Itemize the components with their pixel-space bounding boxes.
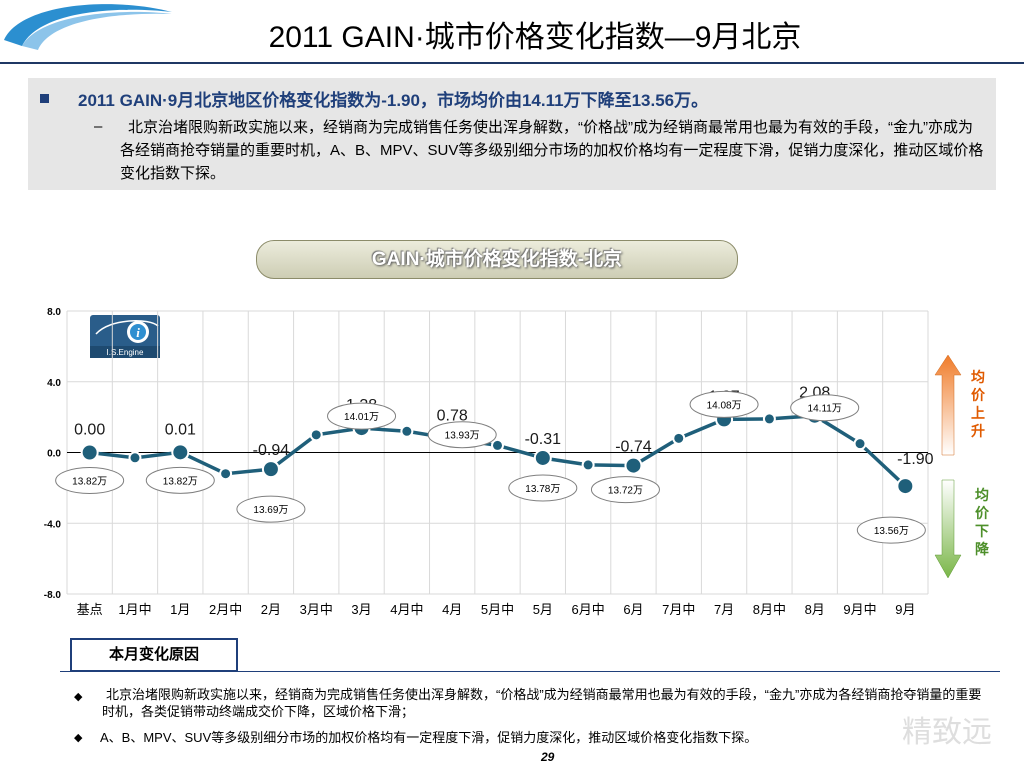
x-tick-label: 6月 <box>623 602 643 617</box>
data-point <box>400 424 414 438</box>
data-value-label: -0.31 <box>525 431 562 448</box>
price-up-label: 均价上升 <box>971 369 986 439</box>
x-tick-label: 1月中 <box>118 602 151 617</box>
price-callout <box>55 467 125 494</box>
price-callout <box>327 402 397 430</box>
summary-box <box>28 78 996 190</box>
summary-headline: 2011 GAIN·9月北京地区价格变化指数为-1.90，市场均价由14.11万… <box>78 91 709 110</box>
reason-item-2: A、B、MPV、SUV等多级别细分市场的加权价格均有一定程度下滑，促销力度深化，… <box>100 730 758 745</box>
data-point <box>672 431 686 445</box>
reason-divider <box>60 671 1000 672</box>
data-point <box>624 456 643 475</box>
x-tick-label: 3月 <box>351 602 371 617</box>
price-down-label: 均价下降 <box>975 487 990 557</box>
reason-heading: 本月变化原因 <box>70 638 238 672</box>
price-callout-label: 14.08万 <box>707 400 742 411</box>
data-point <box>533 448 552 467</box>
x-tick-label: 5月中 <box>481 602 514 617</box>
y-tick-label: -4.0 <box>44 519 62 530</box>
price-callout <box>427 421 497 449</box>
diamond-bullet-icon: ◆ <box>74 732 83 744</box>
x-tick-label: 3月中 <box>300 602 333 617</box>
x-tick-label: 4月 <box>442 602 462 617</box>
data-point <box>219 467 233 481</box>
x-tick-label: 4月中 <box>390 602 423 617</box>
svg-text:i: i <box>136 325 140 340</box>
reason-item-1: 北京治堵限购新政实施以来，经销商为完成销售任务使出浑身解数，“价格战”成为经销商… <box>102 687 982 719</box>
price-callout-label: 14.11万 <box>808 404 842 415</box>
price-callout-label: 13.78万 <box>525 484 560 495</box>
slide-title: 2011 GAIN·城市价格变化指数—9月北京 <box>268 21 802 54</box>
y-tick-label: 4.0 <box>47 378 61 389</box>
data-value-label: 0.01 <box>165 421 196 438</box>
diamond-bullet-icon: ◆ <box>74 691 83 703</box>
data-value-label: -0.94 <box>253 442 290 459</box>
dash-bullet: – <box>94 118 103 135</box>
page-number: 29 <box>541 750 555 764</box>
price-callout <box>145 466 215 494</box>
price-callout-label: 13.72万 <box>608 486 643 497</box>
x-tick-label: 基点 <box>77 602 103 617</box>
data-point <box>762 412 776 426</box>
price-callout-label: 13.56万 <box>874 526 909 537</box>
x-tick-label: 5月 <box>533 602 553 617</box>
x-tick-label: 8月中 <box>753 602 786 617</box>
data-point <box>853 437 867 451</box>
price-callout <box>590 476 660 504</box>
price-callout <box>856 516 926 544</box>
price-callout <box>790 394 860 422</box>
logo-label: I.S.Engine <box>107 348 144 357</box>
price-callout <box>689 390 759 418</box>
data-point <box>309 428 323 442</box>
price-callout-label: 13.82万 <box>163 476 198 487</box>
price-callout-label: 13.69万 <box>253 505 288 516</box>
data-point <box>491 438 504 452</box>
x-tick-label: 2月中 <box>209 602 242 617</box>
x-tick-label: 7月 <box>714 602 734 617</box>
x-tick-label: 1月 <box>170 602 190 617</box>
data-point <box>128 451 142 465</box>
price-callout-label: 13.82万 <box>72 477 107 488</box>
x-tick-label: 9月中 <box>843 602 876 617</box>
header-swoosh-graphic <box>4 4 172 50</box>
x-tick-label: 7月中 <box>662 602 695 617</box>
watermark-logo: 精致远 <box>902 715 992 750</box>
price-up-arrow-icon <box>934 354 962 579</box>
i-engine-logo-icon: i I.S.Engine <box>90 315 160 358</box>
y-tick-label: 8.0 <box>47 307 61 318</box>
square-bullet-icon <box>40 94 49 103</box>
price-callout <box>236 495 306 523</box>
data-point <box>896 477 915 496</box>
x-tick-label: 9月 <box>895 602 915 617</box>
price-callout-label: 13.93万 <box>445 431 480 442</box>
watermark-text: 精致远 <box>902 715 992 750</box>
data-value-label: -0.74 <box>615 439 652 456</box>
summary-detail: 北京治堵限购新政实施以来，经销商为完成销售任务使出浑身解数，“价格战”成为经销商… <box>120 119 984 182</box>
chart-title: GAIN·城市价格变化指数-北京 <box>256 240 738 279</box>
data-point <box>261 460 280 479</box>
price-callout-label: 14.01万 <box>344 412 379 423</box>
data-value-label: 0.00 <box>74 422 105 439</box>
data-point <box>581 458 595 472</box>
data-value-label: -1.90 <box>897 451 934 468</box>
x-tick-label: 2月 <box>261 602 281 617</box>
data-value-label: 0.78 <box>437 408 468 425</box>
data-point <box>80 443 99 462</box>
data-point <box>171 443 190 462</box>
title-divider <box>0 62 1024 64</box>
y-tick-label: -8.0 <box>44 590 62 601</box>
x-tick-label: 6月中 <box>572 602 605 617</box>
price-callout <box>508 474 578 502</box>
x-tick-label: 8月 <box>805 602 825 617</box>
y-tick-label: 0.0 <box>47 449 61 460</box>
